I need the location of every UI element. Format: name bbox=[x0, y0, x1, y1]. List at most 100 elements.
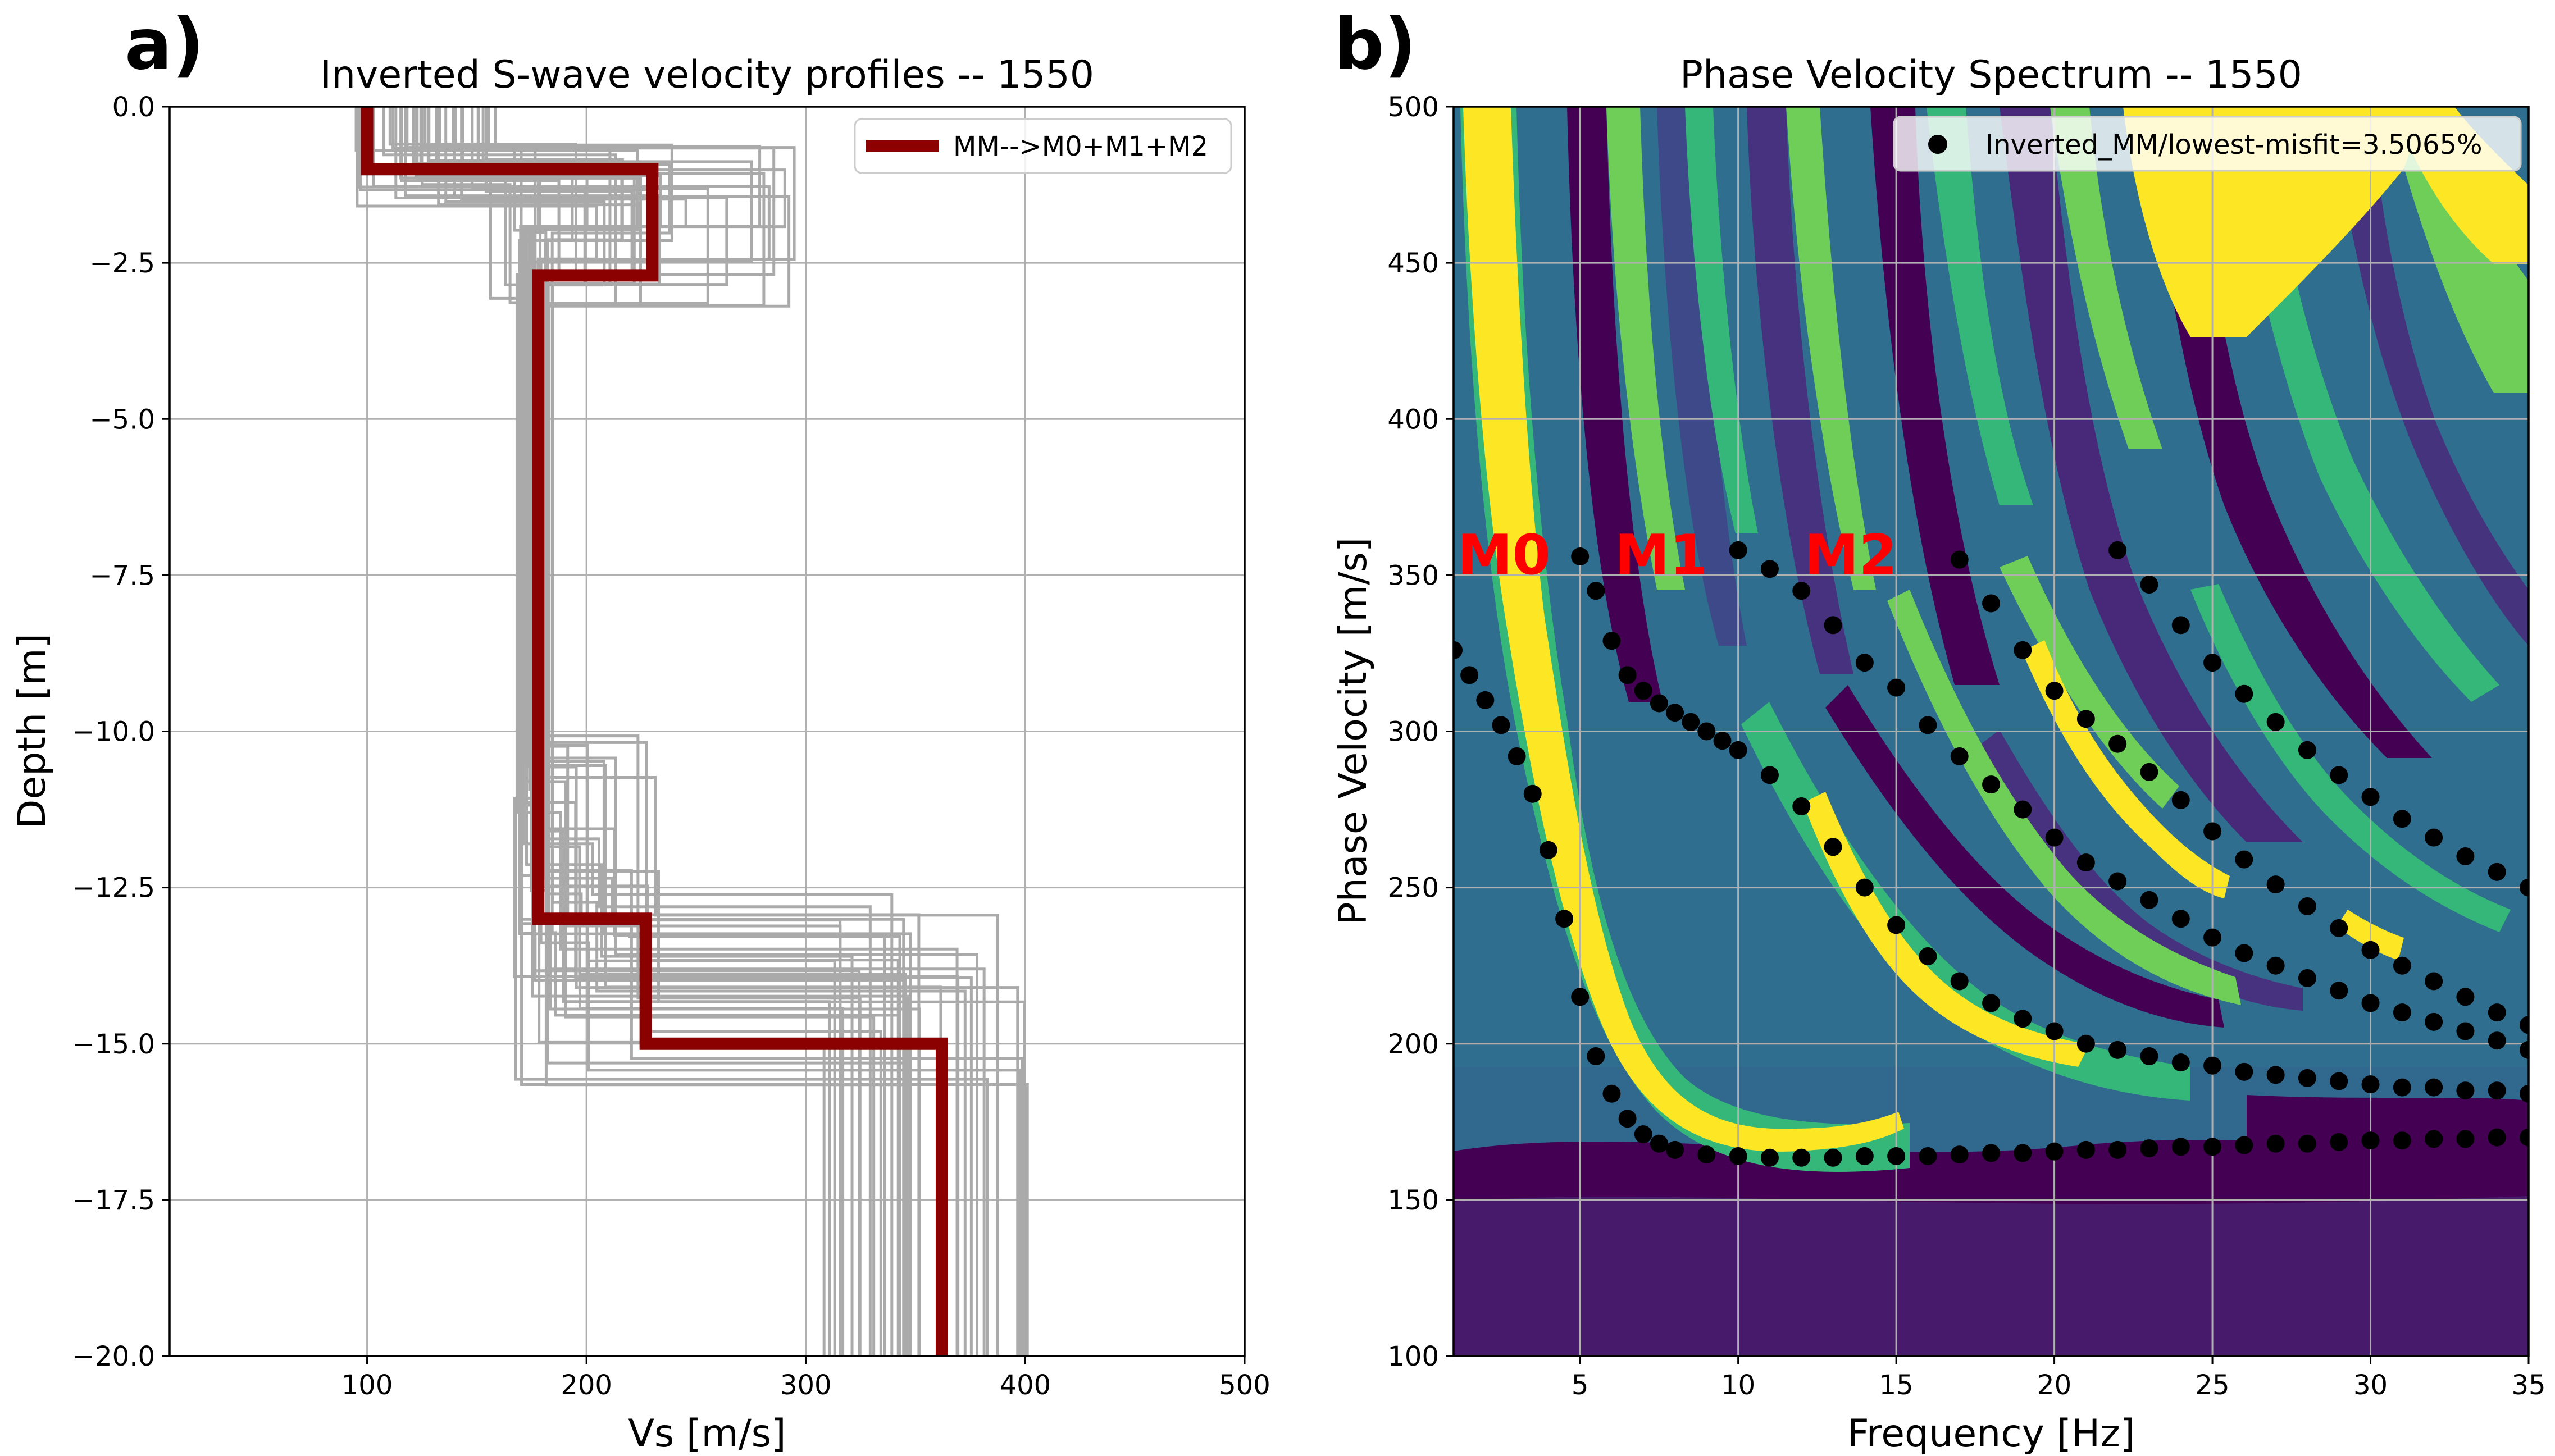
data-point bbox=[1887, 1147, 1906, 1165]
y-tick-label: −5.0 bbox=[89, 404, 155, 435]
data-point bbox=[1982, 775, 2000, 794]
data-point bbox=[1587, 582, 1605, 600]
data-point bbox=[2266, 875, 2285, 894]
data-point bbox=[2425, 1012, 2443, 1031]
panel-a-ensemble bbox=[354, 107, 1029, 1356]
data-point bbox=[2393, 1003, 2411, 1022]
data-point bbox=[1697, 722, 1716, 741]
data-point bbox=[2108, 734, 2127, 753]
data-point bbox=[1729, 741, 1747, 759]
panel-a-legend-box bbox=[854, 118, 1232, 174]
panel-a-title: Inverted S-wave velocity profiles -- 155… bbox=[320, 53, 1094, 97]
data-point bbox=[1454, 641, 1463, 659]
y-tick-label: 200 bbox=[1387, 1029, 1439, 1060]
data-point bbox=[2361, 1075, 2380, 1094]
mode-series-m1 bbox=[1571, 547, 2529, 1103]
x-tick-label: 5 bbox=[1572, 1370, 1589, 1401]
data-point bbox=[1982, 1144, 2000, 1162]
data-point bbox=[2140, 763, 2158, 781]
y-tick-label: 450 bbox=[1387, 248, 1439, 279]
data-point bbox=[2488, 1031, 2506, 1050]
data-point bbox=[1634, 1125, 1652, 1144]
data-point bbox=[1508, 747, 1526, 765]
data-point bbox=[2520, 1016, 2529, 1034]
data-point bbox=[1571, 988, 1590, 1006]
data-point bbox=[2203, 1138, 2222, 1156]
data-point bbox=[1650, 1134, 1668, 1153]
data-point bbox=[1602, 1084, 1621, 1103]
data-point bbox=[2235, 1062, 2253, 1081]
data-point bbox=[1666, 704, 1684, 722]
y-tick-label: −20.0 bbox=[72, 1341, 155, 1372]
data-point bbox=[2520, 878, 2529, 897]
data-point bbox=[2298, 897, 2316, 915]
ensemble-profile bbox=[438, 107, 959, 1356]
y-tick-label: −12.5 bbox=[72, 873, 155, 904]
panel-a-ticks: 100 200 300 400 500 0.0 −2.5 −5.0 −7.5 −10.0 −12.5… bbox=[72, 92, 1270, 1401]
y-tick-label: −10.0 bbox=[72, 716, 155, 748]
panel-b-legend: Inverted_MM/lowest-misfit=3.5065% bbox=[1893, 116, 2522, 172]
data-point bbox=[2330, 1133, 2348, 1151]
x-tick-label: 30 bbox=[2353, 1370, 2388, 1401]
legend-points-label: Inverted_MM/lowest-misfit=3.5065% bbox=[1985, 129, 2483, 161]
mode-series-m2 bbox=[1729, 541, 2529, 1059]
y-tick-label: 350 bbox=[1387, 560, 1439, 591]
data-point bbox=[1618, 666, 1637, 684]
data-point bbox=[2235, 684, 2253, 703]
x-tick-label: 200 bbox=[561, 1370, 612, 1401]
data-point bbox=[2076, 1034, 2095, 1053]
legend-best-model-label: MM-->M0+M1+M2 bbox=[953, 131, 1208, 162]
data-point bbox=[1887, 916, 1906, 934]
data-point bbox=[2203, 822, 2222, 841]
data-point bbox=[1950, 550, 1969, 569]
mode-series-m4 bbox=[2108, 541, 2529, 897]
data-point bbox=[2235, 944, 2253, 962]
panel-b-label: b) bbox=[1334, 4, 1417, 85]
data-point bbox=[1824, 838, 1842, 856]
data-point bbox=[2298, 969, 2316, 987]
data-point bbox=[2203, 1056, 2222, 1075]
data-point bbox=[2456, 1130, 2475, 1148]
data-point bbox=[2330, 1072, 2348, 1090]
data-point bbox=[2076, 710, 2095, 728]
data-point bbox=[1760, 560, 1779, 578]
y-tick-label: 500 bbox=[1387, 92, 1439, 123]
spectrum-background bbox=[1454, 107, 2529, 1356]
panel-a-ylabel: Depth [m] bbox=[10, 633, 54, 829]
data-point bbox=[1792, 797, 1811, 815]
panel-b-points bbox=[1454, 541, 2529, 1167]
best-model-profile bbox=[361, 107, 948, 1356]
data-point bbox=[2393, 810, 2411, 828]
data-point bbox=[1523, 784, 1542, 803]
mode-label-m0: M0 bbox=[1458, 523, 1551, 587]
data-point bbox=[2076, 853, 2095, 872]
data-point bbox=[2076, 1140, 2095, 1159]
data-point bbox=[1571, 547, 1590, 565]
data-point bbox=[1887, 678, 1906, 697]
data-point bbox=[2298, 1069, 2316, 1087]
data-point bbox=[2488, 1128, 2506, 1147]
data-point bbox=[2425, 1130, 2443, 1148]
data-point bbox=[2298, 1134, 2316, 1153]
data-point bbox=[2140, 891, 2158, 909]
data-point bbox=[2266, 956, 2285, 975]
data-point bbox=[2108, 541, 2127, 559]
data-point bbox=[2330, 919, 2348, 937]
data-point bbox=[2108, 1040, 2127, 1059]
data-point bbox=[2014, 641, 2032, 659]
data-point bbox=[2520, 1040, 2529, 1059]
data-point bbox=[1476, 691, 1495, 709]
data-point bbox=[1634, 682, 1652, 700]
y-tick-label: 250 bbox=[1387, 873, 1439, 904]
data-point bbox=[2266, 1134, 2285, 1153]
data-point bbox=[1666, 1140, 1684, 1159]
data-point bbox=[2425, 828, 2443, 847]
data-point bbox=[2203, 928, 2222, 947]
data-point bbox=[2393, 956, 2411, 975]
panel-b-title: Phase Velocity Spectrum -- 1550 bbox=[1680, 53, 2302, 97]
data-point bbox=[2045, 682, 2064, 700]
x-tick-label: 25 bbox=[2196, 1370, 2230, 1401]
legend-points-swatch bbox=[1928, 135, 1947, 154]
data-point bbox=[2140, 1139, 2158, 1158]
y-tick-label: 150 bbox=[1387, 1185, 1439, 1216]
